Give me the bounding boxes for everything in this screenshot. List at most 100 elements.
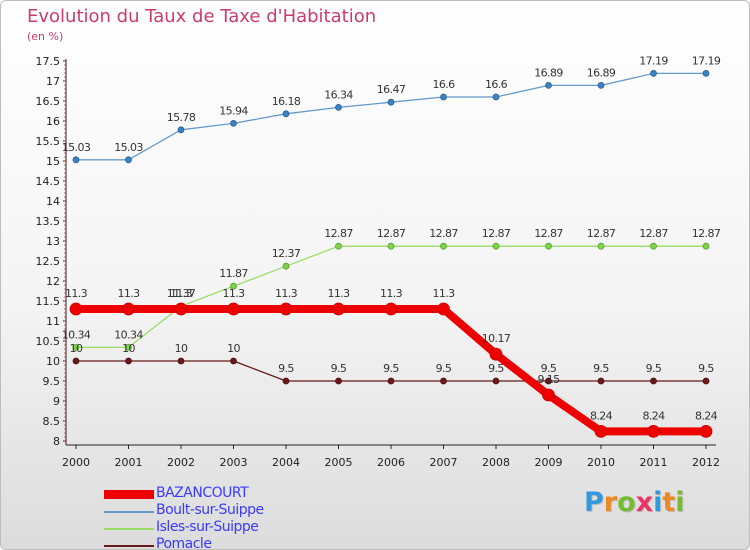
data-label-isles-sur-suippe: 10.34: [114, 328, 143, 341]
data-label-boult-sur-suippe: 15.94: [219, 104, 248, 117]
data-point-isles-sur-suippe: [545, 242, 552, 250]
data-label-pomacle: 10: [122, 342, 135, 355]
data-label-pomacle: 9.5: [436, 362, 452, 375]
data-label-boult-sur-suippe: 15.03: [114, 141, 143, 154]
data-point-boult-sur-suippe: [440, 93, 447, 101]
data-point-bazancourt: [69, 302, 83, 316]
x-tick-label: 2010: [587, 456, 615, 469]
data-point-boult-sur-suippe: [177, 126, 185, 134]
data-label-isles-sur-suippe: 12.87: [482, 227, 511, 240]
data-label-pomacle: 9.5: [541, 362, 557, 375]
data-point-pomacle: [177, 357, 185, 365]
data-point-boult-sur-suippe: [335, 104, 342, 111]
data-point-bazancourt: [594, 424, 608, 438]
y-tick-label: 9: [53, 395, 60, 408]
data-point-bazancourt: [437, 302, 450, 316]
data-point-bazancourt: [384, 302, 398, 316]
x-tick-label: 2005: [325, 456, 353, 469]
data-point-boult-sur-suippe: [492, 93, 500, 101]
data-label-bazancourt: 11.3: [380, 287, 403, 300]
data-label-pomacle: 9.5: [698, 362, 714, 375]
data-point-isles-sur-suippe: [650, 242, 657, 250]
x-tick-label: 2004: [272, 456, 300, 469]
data-point-bazancourt: [699, 424, 713, 438]
data-point-pomacle: [125, 357, 132, 365]
data-point-isles-sur-suippe: [597, 242, 605, 250]
legend-item-boult-sur-suippe[interactable]: Boult-sur-Suippe: [104, 502, 404, 521]
logo-letter: i: [675, 487, 685, 518]
data-label-boult-sur-suippe: 16.6: [485, 78, 508, 91]
data-label-bazancourt: 8.24: [695, 409, 718, 422]
y-tick-label: 10: [46, 355, 60, 368]
data-point-isles-sur-suippe: [72, 343, 80, 351]
proxiti-logo[interactable]: Proxiti: [584, 487, 685, 518]
x-tick-label: 2011: [640, 456, 668, 469]
legend-swatch-pomacle: [104, 545, 154, 547]
chart-subtitle: (en %): [27, 30, 64, 43]
legend-label-bazancourt: BAZANCOURT: [156, 485, 249, 501]
legend-item-pomacle[interactable]: Pomacle: [104, 536, 404, 550]
data-point-boult-sur-suippe: [702, 70, 710, 77]
data-point-isles-sur-suippe: [440, 242, 447, 250]
legend-swatch-boult-sur-suippe: [104, 511, 154, 513]
logo-letter: i: [653, 487, 663, 518]
y-tick-label: 11.5: [36, 295, 61, 308]
data-point-boult-sur-suippe: [387, 98, 395, 106]
data-point-bazancourt: [279, 302, 293, 316]
data-point-bazancourt: [542, 388, 555, 402]
data-point-bazancourt: [122, 302, 135, 316]
data-point-boult-sur-suippe: [230, 120, 237, 127]
y-tick-label: 16: [46, 115, 60, 128]
data-label-pomacle: 9.5: [383, 362, 399, 375]
y-tick-label: 8: [53, 435, 60, 448]
x-tick-label: 2000: [62, 456, 90, 469]
data-label-pomacle: 9.5: [593, 362, 609, 375]
x-tick-label: 2009: [535, 456, 563, 469]
data-point-pomacle: [72, 357, 80, 365]
y-tick-label: 13.5: [36, 215, 61, 228]
data-point-boult-sur-suippe: [125, 156, 132, 164]
data-label-bazancourt: 11.3: [222, 287, 245, 300]
data-label-bazancourt: 11.3: [432, 287, 455, 300]
legend-label-isles-sur-suippe: Isles-sur-Suippe: [156, 519, 259, 535]
data-label-isles-sur-suippe: 12.87: [692, 227, 721, 240]
data-label-boult-sur-suippe: 17.19: [639, 54, 668, 67]
data-label-isles-sur-suippe: 11.37: [167, 287, 196, 300]
y-tick-label: 17.5: [36, 55, 61, 68]
legend-swatch-isles-sur-suippe: [104, 528, 154, 530]
data-point-bazancourt: [174, 302, 188, 316]
x-tick-label: 2012: [692, 456, 720, 469]
data-point-pomacle: [492, 377, 500, 385]
data-label-boult-sur-suippe: 16.6: [432, 78, 455, 91]
y-tick-label: 15: [46, 155, 60, 168]
data-label-isles-sur-suippe: 12.87: [324, 227, 353, 240]
data-label-boult-sur-suippe: 16.47: [377, 83, 406, 96]
data-label-bazancourt: 8.24: [590, 409, 613, 422]
data-point-bazancourt: [647, 424, 660, 438]
data-point-boult-sur-suippe: [545, 82, 552, 89]
data-label-boult-sur-suippe: 15.78: [167, 111, 196, 124]
y-tick-label: 11: [46, 315, 60, 328]
data-label-pomacle: 9.5: [331, 362, 347, 375]
data-point-pomacle: [230, 357, 237, 365]
data-label-pomacle: 9.5: [278, 362, 294, 375]
y-tick-label: 14: [46, 195, 60, 208]
data-label-pomacle: 10: [175, 342, 188, 355]
legend-item-bazancourt[interactable]: BAZANCOURT: [104, 485, 404, 504]
data-point-pomacle: [440, 377, 447, 385]
legend-label-pomacle: Pomacle: [156, 536, 212, 550]
data-label-bazancourt: 11.3: [170, 287, 193, 300]
data-label-boult-sur-suippe: 16.89: [534, 66, 563, 79]
legend-item-isles-sur-suippe[interactable]: Isles-sur-Suippe: [104, 519, 404, 538]
y-tick-label: 15.5: [36, 135, 61, 148]
data-label-isles-sur-suippe: 12.87: [429, 227, 458, 240]
logo-letter: t: [662, 487, 676, 518]
x-tick-label: 2006: [377, 456, 405, 469]
data-label-isles-sur-suippe: 10.34: [62, 328, 91, 341]
data-label-bazancourt: 11.3: [275, 287, 298, 300]
data-point-isles-sur-suippe: [702, 242, 710, 250]
data-label-bazancourt: 11.3: [327, 287, 350, 300]
data-point-bazancourt: [332, 302, 345, 316]
logo-letter: x: [635, 487, 654, 518]
